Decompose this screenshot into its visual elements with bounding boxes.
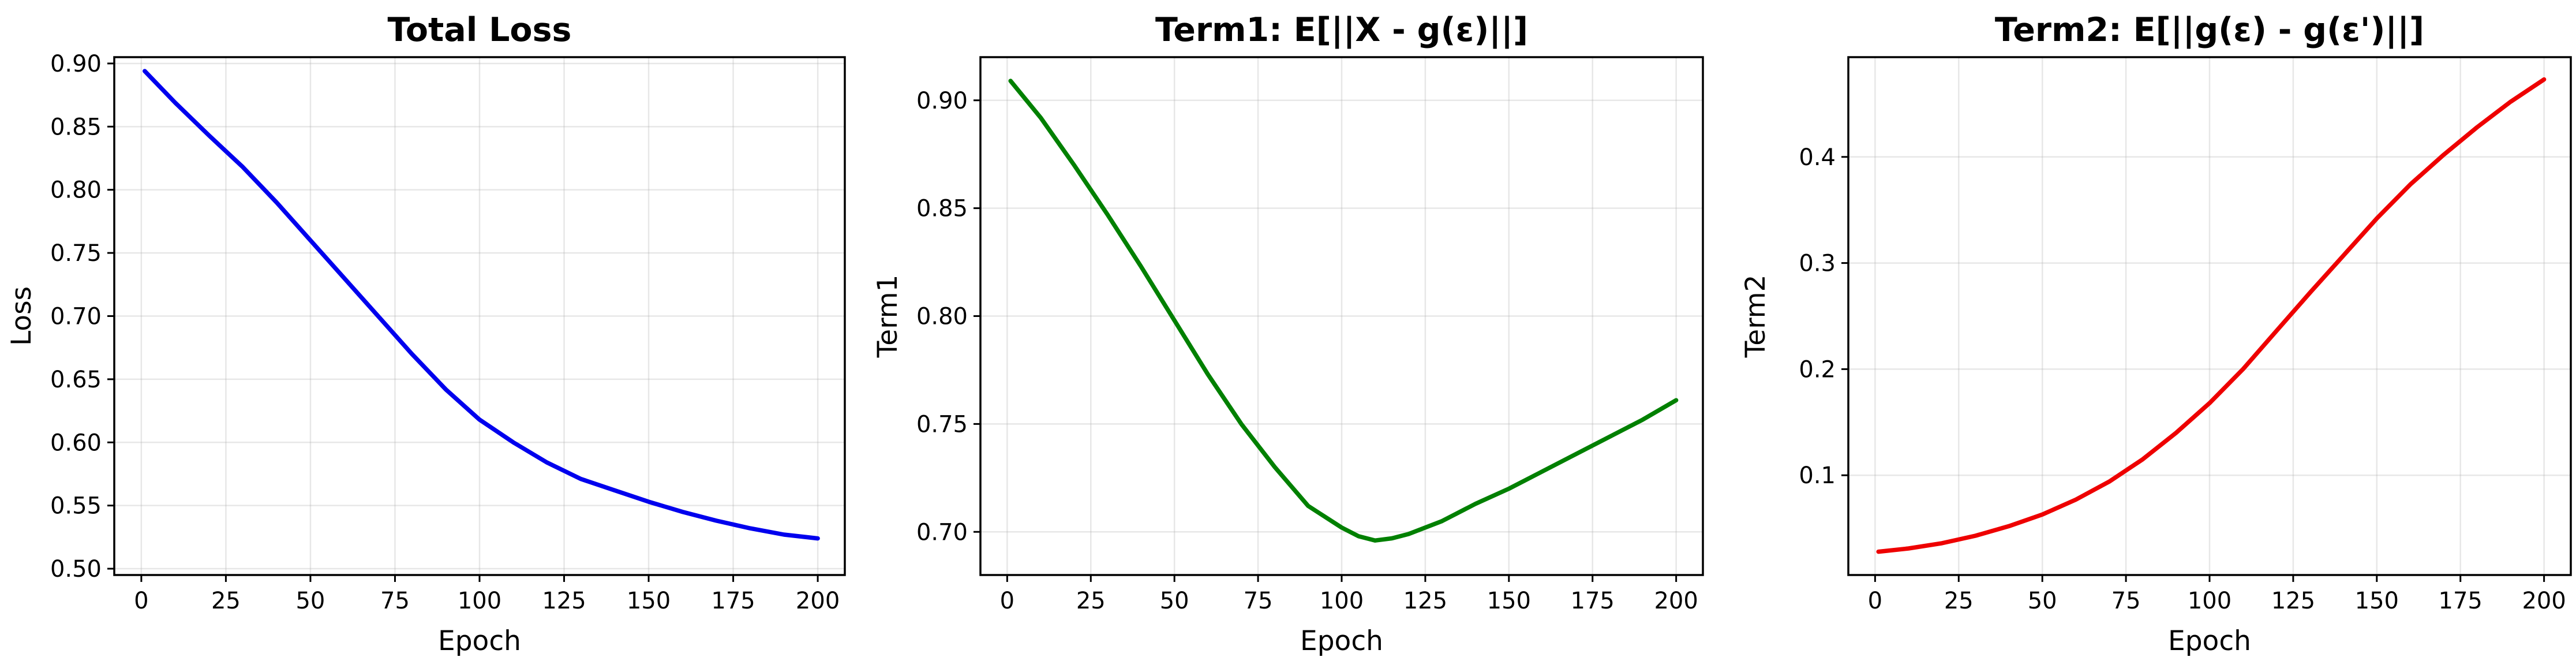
y-tick-label: 0.3 [1799,251,1836,277]
x-tick-label: 125 [2271,588,2315,614]
y-tick-label: 0.75 [916,411,968,438]
x-tick-label: 175 [2439,588,2483,614]
x-tick-label: 125 [1403,588,1447,614]
y-tick-label: 0.50 [50,556,102,583]
y-axis-label: Term1 [872,275,904,359]
chart-title: Term2: E[||g(ε) - g(ε')||] [1995,11,2424,50]
x-axis-label: Epoch [2168,625,2251,657]
x-tick-label: 200 [1654,588,1698,614]
x-tick-label: 150 [627,588,671,614]
x-tick-label: 200 [2522,588,2566,614]
subplot-3: 0 25 50 75 100 125 150 175 200 0.1 0.2 0.3 0.4 Term2:… [1740,11,2572,657]
y-tick-label: 0.85 [916,196,968,222]
chart-title: Total Loss [388,11,572,49]
y-tick-label: 0.90 [916,88,968,114]
series-line-1 [1008,79,1679,543]
x-tick-label: 0 [1868,588,1882,614]
x-tick-label: 50 [2028,588,2057,614]
x-tick-label: 100 [458,588,501,614]
y-tick-label: 0.65 [50,367,102,393]
x-tick-label: 175 [1571,588,1615,614]
y-tick-label: 0.4 [1799,144,1836,171]
y-tick-label: 0.55 [50,493,102,520]
y-axis-label: Term2 [1740,275,1772,359]
y-tick-label: 0.70 [50,304,102,330]
y-tick-label: 0.1 [1799,462,1836,489]
x-tick-label: 0 [1000,588,1014,614]
x-tick-label: 125 [542,588,586,614]
x-tick-label: 150 [1487,588,1531,614]
x-tick-label: 200 [796,588,840,614]
y-axis-label: Loss [6,286,38,346]
x-tick-label: 25 [1076,588,1106,614]
x-tick-label: 100 [2188,588,2231,614]
y-tick-label: 0.90 [50,51,102,77]
y-tick-label: 0.70 [916,519,968,546]
y-tick-label: 0.80 [50,177,102,204]
subplot-1: 0 25 50 75 100 125 150 175 200 0.50 0.55 0.60 0.65 0.… [6,11,846,657]
x-tick-label: 50 [295,588,325,614]
x-tick-label: 0 [134,588,148,614]
x-axis-label: Epoch [1300,625,1383,657]
y-tick-label: 0.60 [50,430,102,456]
x-tick-label: 75 [380,588,410,614]
series-line-1 [1876,77,2547,554]
x-tick-label: 25 [1944,588,1974,614]
x-axis-label: Epoch [438,625,521,657]
y-tick-label: 0.80 [916,304,968,330]
y-tick-label: 0.2 [1799,356,1836,383]
y-tick-label: 0.75 [50,240,102,267]
y-tick-label: 0.85 [50,114,102,140]
x-tick-label: 150 [2355,588,2399,614]
x-tick-label: 100 [1320,588,1364,614]
x-tick-label: 75 [2111,588,2141,614]
series-line-1 [143,69,820,541]
x-tick-label: 75 [1244,588,1273,614]
subplot-2: 0 25 50 75 100 125 150 175 200 0.70 0.75 0.80 0.85 0.… [872,11,1704,657]
x-tick-label: 175 [711,588,755,614]
chart-title: Term1: E[||X - g(ε)||] [1155,11,1528,50]
x-tick-label: 50 [1160,588,1189,614]
x-tick-label: 25 [211,588,241,614]
